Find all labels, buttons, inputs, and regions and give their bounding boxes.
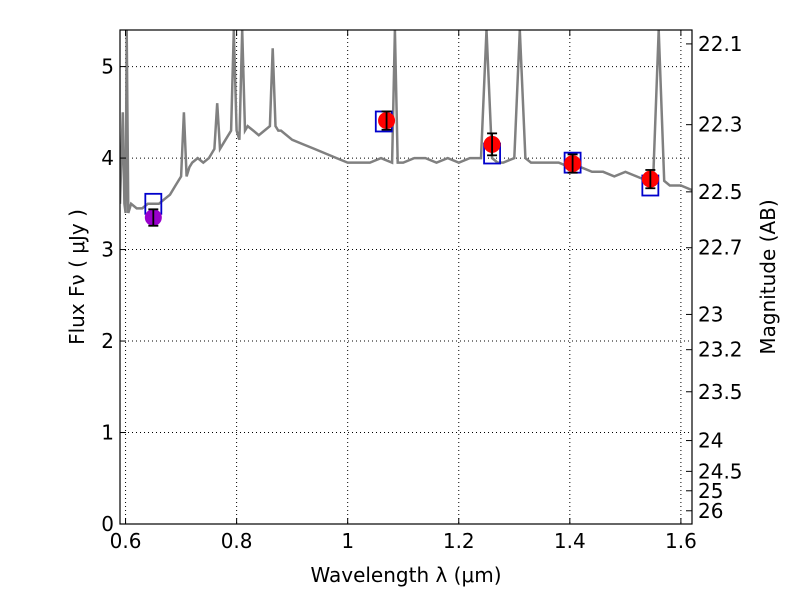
y-tick-label: 1 bbox=[101, 421, 114, 445]
x-tick-label: 1 bbox=[341, 529, 354, 553]
x-tick-label: 1.4 bbox=[554, 529, 586, 553]
y-axis-title: Flux Fν ( μJy ) bbox=[65, 209, 89, 345]
y2-tick-label: 22.7 bbox=[698, 236, 743, 260]
y2-axis-title: Magnitude (AB) bbox=[756, 199, 780, 354]
y-tick-label: 2 bbox=[101, 329, 114, 353]
y2-tick-label: 22.1 bbox=[698, 32, 743, 56]
series-layer bbox=[120, 30, 692, 227]
y-tick-label: 0 bbox=[101, 512, 114, 536]
y2-tick-label: 26 bbox=[698, 499, 723, 523]
y2-tick-label: 22.3 bbox=[698, 113, 743, 137]
plot-frame bbox=[119, 29, 693, 525]
y2-tick-label: 22.5 bbox=[698, 180, 743, 204]
x-axis-title: Wavelength λ (μm) bbox=[310, 563, 501, 587]
y2-tick-label: 24.5 bbox=[698, 459, 743, 483]
y-tick-label: 3 bbox=[101, 238, 114, 262]
y2-tick-label: 25 bbox=[698, 479, 723, 503]
y-tick-label: 5 bbox=[101, 55, 114, 79]
x-tick-label: 1.6 bbox=[665, 529, 697, 553]
x-tick-label: 1.2 bbox=[443, 529, 475, 553]
y2-tick-label: 23.2 bbox=[698, 338, 743, 362]
ticks-layer: 0.6 0.8 1 1.2 1.4 1.601234522.122.322.522.723… bbox=[101, 30, 743, 553]
spectrum-line bbox=[120, 30, 692, 214]
x-tick-label: 0.6 bbox=[110, 529, 142, 553]
y-tick-label: 4 bbox=[101, 146, 114, 170]
y2-tick-label: 23.5 bbox=[698, 380, 743, 404]
y2-tick-label: 23 bbox=[698, 302, 723, 326]
x-tick-label: 0.8 bbox=[221, 529, 253, 553]
y2-tick-label: 24 bbox=[698, 429, 723, 453]
